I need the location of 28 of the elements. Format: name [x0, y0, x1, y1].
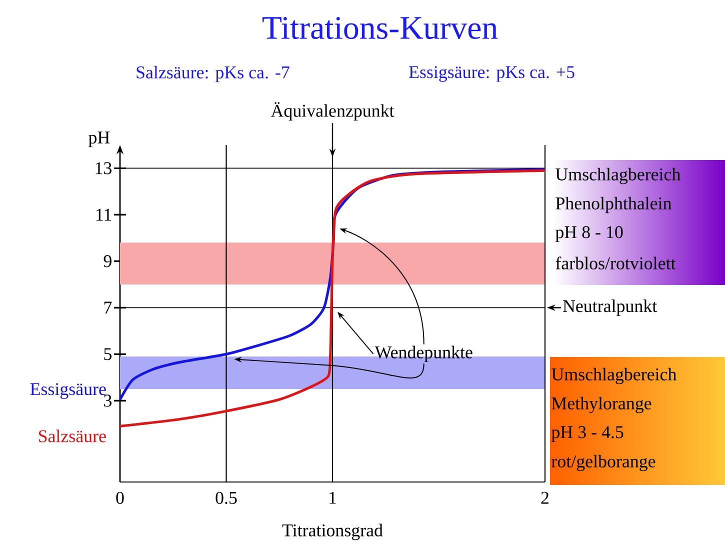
- text: Methylorange: [552, 396, 652, 414]
- x-tick-label: 0.5: [216, 492, 237, 504]
- series-label: Salzsäure: [38, 430, 106, 442]
- x-tick-label: 2: [541, 492, 549, 504]
- text: Essigsäure: pKs ca. +5: [409, 66, 574, 82]
- y-tick-label: 11: [96, 208, 112, 221]
- ref-line-label: Neutralpunkt: [563, 300, 658, 316]
- x-axis-title: Titrationsgrad: [282, 524, 383, 540]
- text: farblos/rotviolett: [556, 256, 676, 270]
- series-label: Essigsäure: [30, 383, 106, 399]
- text: Phenolphthalein: [556, 196, 672, 214]
- ref-line-label: Äquivalenzpunkt: [270, 102, 394, 120]
- y-tick-label: 3: [104, 394, 112, 407]
- text: pH 8 - 10: [555, 226, 623, 242]
- y-tick-label: 9: [104, 255, 112, 268]
- y-tick-label: 7: [104, 302, 112, 314]
- annotation: Wendepunkte: [374, 346, 472, 362]
- chart-subtitle: Salzsäure: pKs ca. -7: [136, 66, 290, 82]
- x-tick-label: 0: [116, 492, 124, 504]
- y-tick-label: 5: [104, 348, 112, 360]
- chart-title: Titrations-Kurven: [262, 16, 498, 40]
- x-tick-label: 1: [330, 492, 336, 504]
- text: pH 3 - 4.5: [551, 426, 624, 442]
- y-tick-label: 13: [96, 162, 112, 174]
- text: rot/gelborange: [552, 454, 656, 472]
- text: Umschlagbereich: [556, 168, 680, 184]
- y-axis-title: pH: [88, 132, 110, 148]
- text: Umschlagbereich: [552, 368, 676, 384]
